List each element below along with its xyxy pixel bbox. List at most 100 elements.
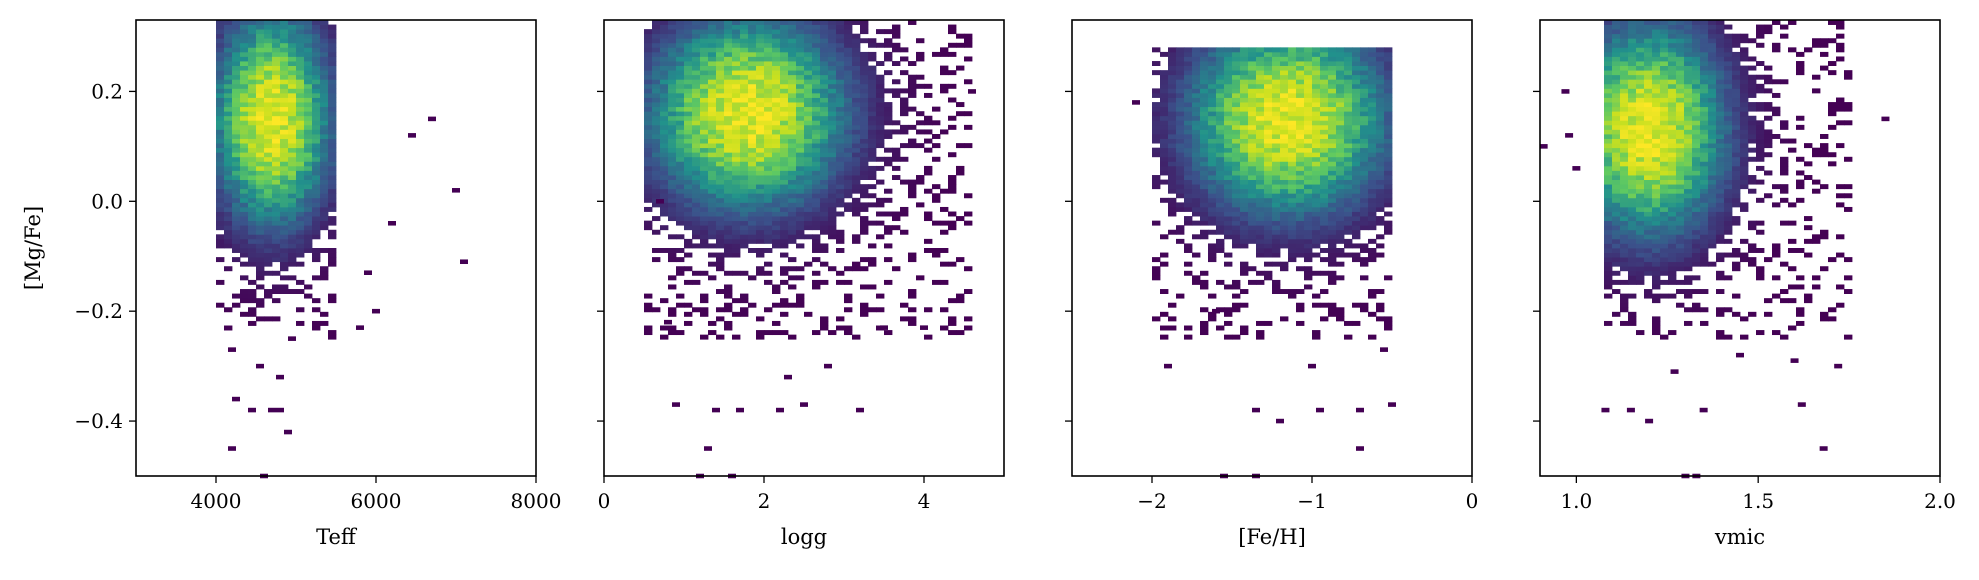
heatmap-cell (1668, 143, 1677, 149)
heatmap-cell (1312, 225, 1321, 231)
heatmap-cell (1320, 170, 1329, 176)
heatmap-cell (328, 88, 337, 94)
heatmap-cell (700, 79, 709, 85)
heatmap-cell (232, 143, 241, 149)
heatmap-cell (716, 111, 725, 117)
heatmap-cell (256, 88, 265, 94)
heatmap-cell (264, 165, 273, 171)
heatmap-cell (844, 115, 853, 121)
heatmap-cell (1296, 302, 1305, 308)
heatmap-cell (1256, 111, 1265, 117)
heatmap-cell (1352, 47, 1361, 53)
heatmap-cell (224, 229, 233, 235)
heatmap-cell (796, 102, 805, 108)
heatmap-cell (1336, 65, 1345, 71)
heatmap-cell (1716, 61, 1725, 66)
heatmap-cell (224, 61, 233, 66)
heatmap-cell (1604, 147, 1613, 153)
heatmap-cell (860, 92, 869, 98)
heatmap-cell (1612, 257, 1621, 263)
heatmap-cell (1168, 316, 1177, 322)
heatmap-cell (1724, 175, 1733, 180)
heatmap-cell (724, 88, 733, 94)
heatmap-cell (1644, 225, 1653, 231)
heatmap-cell (1360, 193, 1369, 199)
heatmap-cell (708, 83, 717, 89)
heatmap-cell (1264, 120, 1273, 126)
heatmap-cell (1264, 184, 1273, 190)
heatmap-cell (1256, 320, 1265, 326)
heatmap-cell (788, 161, 797, 167)
heatmap-cell (780, 170, 789, 176)
heatmap-cell (868, 220, 877, 226)
outlier-cell (968, 89, 976, 94)
heatmap-cell (900, 102, 909, 108)
heatmap-cell (700, 298, 709, 304)
heatmap-cell (828, 65, 837, 71)
heatmap-cell (1264, 188, 1273, 194)
heatmap-cell (1368, 61, 1377, 66)
heatmap-cell (1296, 65, 1305, 71)
heatmap-cell (1376, 179, 1385, 185)
heatmap-cell (732, 111, 741, 117)
heatmap-cell (676, 24, 685, 30)
heatmap-cell (328, 111, 337, 117)
heatmap-cell (1612, 211, 1621, 217)
heatmap-cell (1700, 143, 1709, 149)
heatmap-cell (272, 289, 281, 294)
heatmap-cell (256, 270, 265, 276)
heatmap-cell (1636, 184, 1645, 190)
heatmap-cell (1304, 88, 1313, 94)
heatmap-cell (684, 70, 693, 76)
heatmap-cell (232, 225, 241, 231)
heatmap-cell (748, 79, 757, 85)
heatmap-cell (772, 42, 781, 48)
heatmap-cell (1636, 83, 1645, 89)
heatmap-cell (1192, 279, 1201, 285)
heatmap-cell (828, 106, 837, 112)
heatmap-cell (312, 175, 321, 180)
heatmap-cell (780, 42, 789, 48)
heatmap-cell (1684, 147, 1693, 153)
heatmap-cell (1176, 206, 1185, 212)
heatmap-cell (1368, 202, 1377, 208)
heatmap-cell (320, 124, 329, 130)
heatmap-cell (804, 225, 813, 231)
heatmap-cell (1612, 206, 1621, 212)
heatmap-cell (1724, 138, 1733, 144)
heatmap-cell (1336, 115, 1345, 121)
heatmap-cell (1360, 220, 1369, 226)
heatmap-cell (1208, 197, 1217, 203)
heatmap-cell (1320, 229, 1329, 235)
heatmap-cell (1200, 56, 1209, 62)
heatmap-cell (1248, 111, 1257, 117)
heatmap-cell (660, 42, 669, 48)
heatmap-cell (724, 74, 733, 80)
heatmap-cell (1360, 261, 1369, 267)
heatmap-cell (828, 88, 837, 94)
heatmap-cell (256, 47, 265, 53)
heatmap-cell (1320, 120, 1329, 126)
heatmap-cell (1724, 225, 1733, 231)
heatmap-cell (1644, 24, 1653, 30)
heatmap-cell (1612, 51, 1621, 57)
outlier-cell (256, 363, 264, 369)
heatmap-cell (296, 20, 305, 25)
heatmap-cell (724, 188, 733, 194)
heatmap-cell (1248, 51, 1257, 57)
heatmap-cell (216, 56, 225, 62)
heatmap-cell (836, 156, 845, 162)
heatmap-cell (1192, 79, 1201, 85)
heatmap-cell (1604, 179, 1613, 185)
heatmap-cell (692, 216, 701, 222)
heatmap-cell (804, 120, 813, 126)
heatmap-cell (1224, 79, 1233, 85)
heatmap-cell (948, 320, 957, 326)
heatmap-cell (1692, 175, 1701, 180)
heatmap-cell (1652, 243, 1661, 249)
heatmap-cell (964, 79, 973, 85)
heatmap-cell (1716, 270, 1725, 276)
heatmap-cell (868, 124, 877, 130)
heatmap-cell (280, 24, 289, 30)
heatmap-cell (748, 202, 757, 208)
